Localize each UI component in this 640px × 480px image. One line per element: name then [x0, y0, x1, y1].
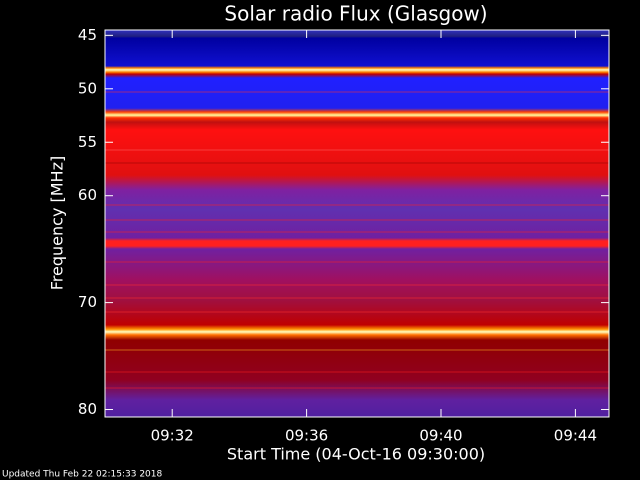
- x-tick-label: 09:32: [151, 427, 194, 445]
- y-tick-label: 60: [78, 186, 97, 204]
- plot-frame: [104, 29, 610, 418]
- y-tick-label: 50: [78, 79, 97, 97]
- y-tick-label: 80: [78, 400, 97, 418]
- x-axis-label: Start Time (04-Oct-16 09:30:00): [227, 445, 485, 464]
- x-tick-label: 09:36: [285, 427, 328, 445]
- x-tick-label: 09:40: [419, 427, 462, 445]
- y-tick-label: 45: [78, 26, 97, 44]
- y-tick-label: 70: [78, 293, 97, 311]
- spectrogram-lines: [105, 91, 609, 389]
- y-axis-label: Frequency [MHz]: [48, 156, 67, 290]
- chart-title: Solar radio Flux (Glasgow): [224, 2, 487, 26]
- spectrogram: [105, 30, 609, 417]
- y-tick-label: 55: [78, 133, 97, 151]
- footer: Updated Thu Feb 22 02:15:33 2018: [2, 470, 163, 480]
- x-tick-label: 09:44: [554, 427, 597, 445]
